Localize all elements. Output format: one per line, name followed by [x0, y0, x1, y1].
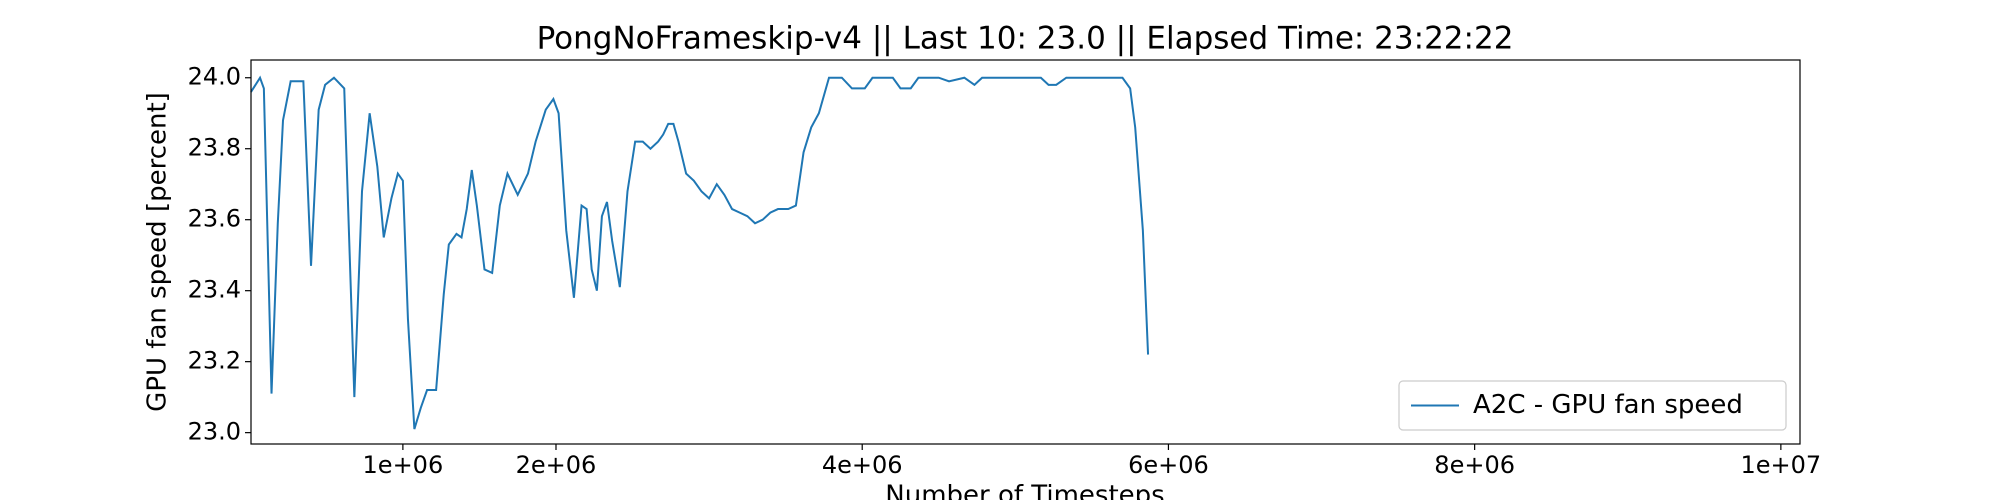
y-tick-label: 23.6 [188, 205, 241, 233]
legend-box [1398, 380, 1787, 431]
x-axis-label: Number of Timesteps [885, 481, 1164, 500]
x-tick-label: 4e+06 [822, 451, 903, 479]
y-tick-label: 23.2 [188, 347, 241, 375]
y-tick-label: 23.4 [188, 276, 241, 304]
x-tick-label: 6e+06 [1128, 451, 1209, 479]
plot-frame [250, 59, 1801, 445]
chart-title: PongNoFrameskip-v4 || Last 10: 23.0 || E… [537, 21, 1514, 57]
x-tick-label: 8e+06 [1434, 451, 1515, 479]
y-tick-label: 24.0 [188, 63, 241, 91]
x-tick-label: 1e+07 [1741, 451, 1822, 479]
y-tick-label: 23.0 [188, 418, 241, 446]
line-series [250, 75, 1150, 430]
x-tick-label: 2e+06 [516, 451, 597, 479]
y-tick-label: 23.8 [188, 134, 241, 162]
x-tick-label: 1e+06 [363, 451, 444, 479]
legend-label: A2C - GPU fan speed [1473, 390, 1743, 420]
y-axis-label: GPU fan speed [percent] [143, 92, 173, 412]
